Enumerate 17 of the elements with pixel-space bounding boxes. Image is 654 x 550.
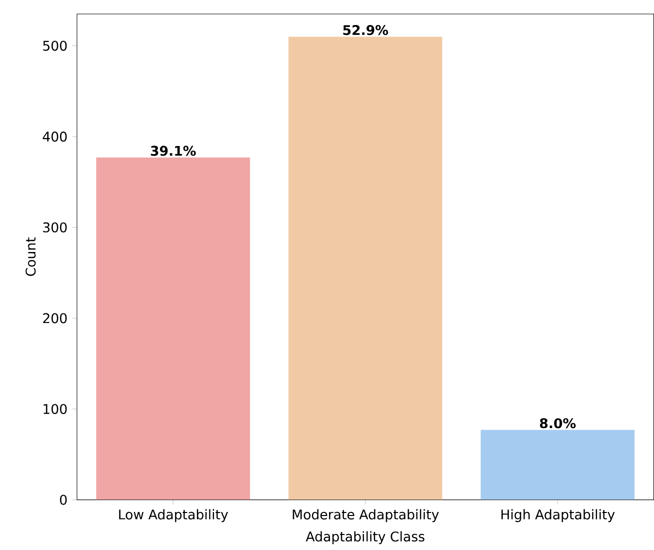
x-axis-title: Adaptability Class <box>306 531 424 544</box>
annotation: 52.9% <box>343 25 388 36</box>
annotation: 8.0% <box>540 418 576 428</box>
y-tick-label: 400 <box>42 132 67 142</box>
y-axis-title: Count <box>26 238 36 276</box>
y-tick-label: 100 <box>44 404 67 414</box>
x-tick-label: Low Adaptability <box>119 509 228 522</box>
annotation: 39.1% <box>150 146 196 156</box>
y-tick-label: 200 <box>43 313 67 324</box>
bar <box>96 158 250 500</box>
x-tick-label: Moderate Adaptability <box>292 509 439 522</box>
y-tick-label: 500 <box>43 40 67 51</box>
x-tick-label: High Adaptability <box>501 509 615 522</box>
bar <box>480 430 635 500</box>
y-tick-label: 0 <box>60 494 67 505</box>
bar <box>288 36 442 500</box>
y-tick-label: 300 <box>43 222 67 233</box>
